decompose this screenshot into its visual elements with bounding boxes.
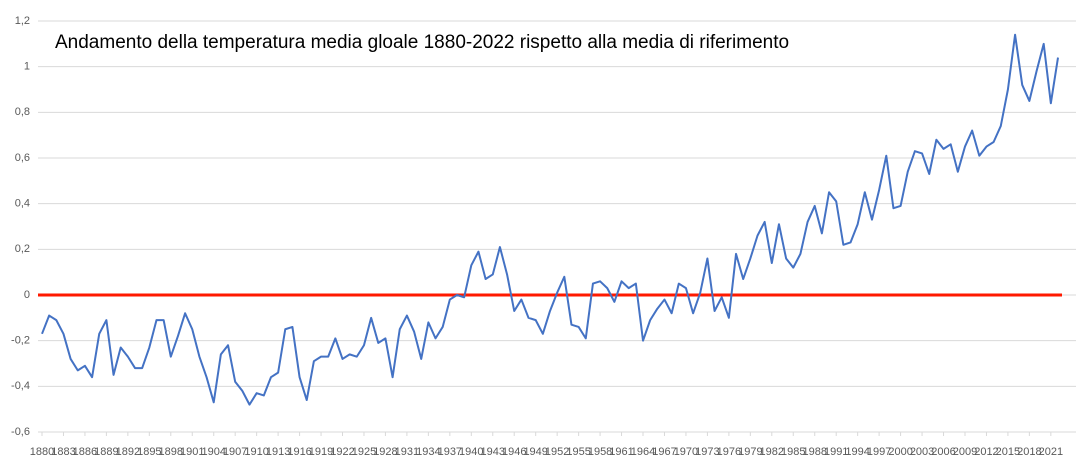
x-tick-label: 1892 bbox=[116, 446, 140, 458]
x-tick-label: 1946 bbox=[502, 446, 526, 458]
x-tick-label: 1904 bbox=[201, 446, 225, 458]
x-tick-label: 1880 bbox=[30, 446, 54, 458]
x-tick-label: 2003 bbox=[910, 446, 934, 458]
x-tick-label: 1994 bbox=[845, 446, 869, 458]
x-tick-label: 2009 bbox=[953, 446, 977, 458]
x-tick-label: 1883 bbox=[51, 446, 75, 458]
x-tick-label: 1886 bbox=[73, 446, 97, 458]
x-tick-label: 2012 bbox=[974, 446, 998, 458]
x-tick-label: 1925 bbox=[352, 446, 376, 458]
x-tick-label: 1988 bbox=[802, 446, 826, 458]
x-tick-label: 1913 bbox=[266, 446, 290, 458]
x-tick-label: 1961 bbox=[609, 446, 633, 458]
x-tick-label: 1982 bbox=[760, 446, 784, 458]
x-tick-label: 1922 bbox=[330, 446, 354, 458]
y-tick-label: 0,6 bbox=[15, 152, 30, 164]
y-tick-label: 1,2 bbox=[15, 15, 30, 27]
x-tick-label: 1976 bbox=[717, 446, 741, 458]
y-tick-label: -0,4 bbox=[11, 380, 30, 392]
x-tick-label: 1970 bbox=[674, 446, 698, 458]
y-tick-label: 0,8 bbox=[15, 106, 30, 118]
x-tick-label: 1997 bbox=[867, 446, 891, 458]
x-tick-label: 1943 bbox=[481, 446, 505, 458]
x-tick-label: 1940 bbox=[459, 446, 483, 458]
x-tick-label: 1931 bbox=[395, 446, 419, 458]
x-tick-label: 2018 bbox=[1017, 446, 1041, 458]
x-tick-label: 1928 bbox=[373, 446, 397, 458]
x-tick-label: 1901 bbox=[180, 446, 204, 458]
x-tick-label: 1916 bbox=[287, 446, 311, 458]
y-tick-label: 0,2 bbox=[15, 243, 30, 255]
x-tick-label: 1937 bbox=[438, 446, 462, 458]
x-tick-label: 1964 bbox=[631, 446, 655, 458]
x-tick-label: 2006 bbox=[931, 446, 955, 458]
x-tick-label: 1895 bbox=[137, 446, 161, 458]
data-line bbox=[41, 33, 1059, 406]
x-tick-label: 1949 bbox=[523, 446, 547, 458]
y-tick-label: 0 bbox=[24, 289, 30, 301]
x-tick-label: 1934 bbox=[416, 446, 440, 458]
y-tick-label: -0,6 bbox=[11, 426, 30, 438]
x-tick-label: 1907 bbox=[223, 446, 247, 458]
chart-title: Andamento della temperatura media gloale… bbox=[55, 32, 789, 53]
x-tick-label: 1958 bbox=[588, 446, 612, 458]
x-tick-label: 1973 bbox=[695, 446, 719, 458]
x-tick-label: 1898 bbox=[159, 446, 183, 458]
x-tick-label: 1979 bbox=[738, 446, 762, 458]
x-tick-label: 2000 bbox=[888, 446, 912, 458]
x-tick-label: 1955 bbox=[566, 446, 590, 458]
y-tick-label: 0,4 bbox=[15, 198, 30, 210]
x-tick-label: 1985 bbox=[781, 446, 805, 458]
x-tick-label: 1889 bbox=[94, 446, 118, 458]
x-tick-label: 1919 bbox=[309, 446, 333, 458]
x-tick-label: 1952 bbox=[545, 446, 569, 458]
x-tick-label: 2015 bbox=[996, 446, 1020, 458]
x-tick-label: 1991 bbox=[824, 446, 848, 458]
y-tick-label: 1 bbox=[24, 61, 30, 73]
x-tick-label: 2021 bbox=[1039, 446, 1063, 458]
x-tick-label: 1910 bbox=[244, 446, 268, 458]
plot: -0,6-0,4-0,200,20,40,60,811,218801883188… bbox=[11, 15, 1076, 458]
x-tick-label: 1967 bbox=[652, 446, 676, 458]
y-tick-label: -0,2 bbox=[11, 335, 30, 347]
